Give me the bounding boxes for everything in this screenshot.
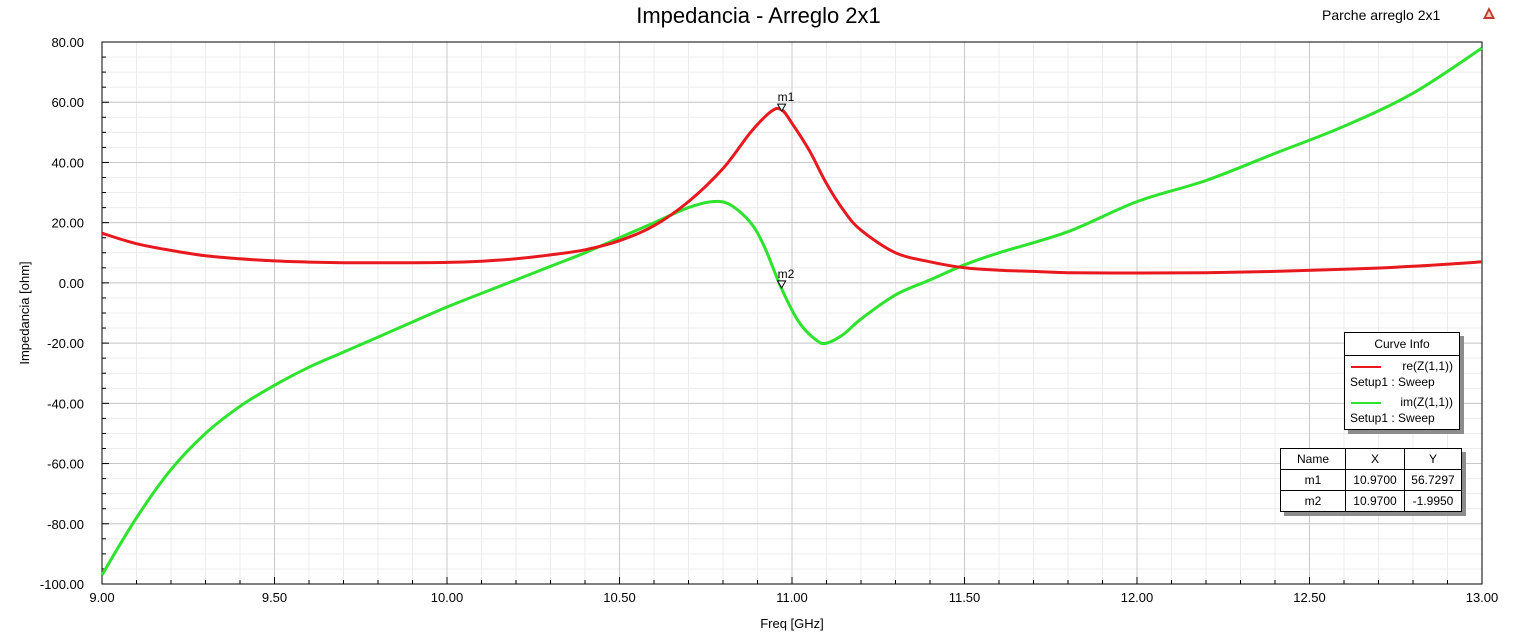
legend-series-setup: Setup1 : Sweep (1350, 375, 1435, 389)
hfss-logo-icon (1483, 7, 1495, 19)
marker-table-header: Y (1404, 448, 1462, 470)
marker-table-cell: 10.9700 (1345, 490, 1405, 512)
y-tick-label: -100.00 (40, 577, 84, 592)
x-tick-label: 10.50 (603, 590, 636, 605)
marker-table[interactable]: Name X Y m1 10.9700 56.7297 m2 10.9700 -… (1280, 448, 1462, 512)
marker-table-cell: -1.9950 (1404, 490, 1462, 512)
markers[interactable]: m1 m2 (776, 90, 795, 289)
marker-table-cell: 10.9700 (1345, 469, 1405, 491)
grid-lines (101, 41, 1483, 585)
legend-series-name: im(Z(1,1)) (1400, 395, 1453, 409)
y-tick-label: 80.00 (51, 35, 84, 50)
x-tick-label: 12.00 (1121, 590, 1154, 605)
marker-table-cell: 56.7297 (1404, 469, 1462, 491)
chart-title: Impedancia - Arreglo 2x1 (636, 3, 881, 28)
axes: 9.00 9.50 10.00 10.50 11.00 11.50 12.00 12.50 13… (40, 35, 1498, 605)
legend-series-name: re(Z(1,1)) (1402, 359, 1453, 373)
x-tick-label: 12.50 (1293, 590, 1326, 605)
x-tick-label: 13.00 (1466, 590, 1499, 605)
y-tick-label: 20.00 (51, 216, 84, 231)
legend-header: Curve Info (1345, 333, 1459, 356)
marker-m1-icon[interactable] (776, 103, 787, 113)
y-tick-label: 40.00 (51, 155, 84, 170)
x-tick-label: 11.50 (949, 590, 981, 605)
y-tick-label: -60.00 (47, 457, 84, 472)
y-tick-label: -20.00 (47, 336, 84, 351)
marker-table-row[interactable]: m1 10.9700 56.7297 (1280, 469, 1462, 491)
y-tick-label: 60.00 (51, 95, 84, 110)
x-tick-label: 10.00 (431, 590, 464, 605)
legend-swatch-re (1351, 366, 1381, 368)
legend-entry-re[interactable]: re(Z(1,1)) Setup1 : Sweep (1345, 356, 1459, 392)
series-line-im[interactable] (100, 46, 1483, 576)
marker-table-row[interactable]: m2 10.9700 -1.9950 (1280, 490, 1462, 512)
series-line-re[interactable] (101, 106, 1483, 275)
x-tick-label: 11.00 (776, 590, 808, 605)
project-label: Parche arreglo 2x1 (1322, 7, 1441, 23)
marker-m2-icon[interactable] (776, 280, 787, 289)
x-axis-label: Freq [GHz] (760, 616, 824, 631)
series-lines[interactable] (100, 46, 1483, 576)
marker-table-cell: m2 (1280, 490, 1346, 512)
marker-table-cell: m1 (1280, 469, 1346, 491)
y-axis-label: Impedancia [ohm] (17, 261, 32, 364)
y-tick-label: 0.00 (59, 276, 84, 291)
marker-label: m1 (778, 90, 795, 104)
y-tick-label: -40.00 (47, 396, 84, 411)
legend-series-setup: Setup1 : Sweep (1350, 411, 1435, 425)
x-tick-label: 9.00 (89, 590, 114, 605)
legend-swatch-im (1351, 402, 1381, 404)
marker-table-header: Name (1280, 448, 1346, 470)
y-tick-label: -80.00 (47, 517, 84, 532)
marker-label: m2 (778, 267, 795, 281)
curve-info-legend[interactable]: Curve Info re(Z(1,1)) Setup1 : Sweep im(… (1344, 332, 1460, 430)
marker-table-header: X (1345, 448, 1405, 470)
marker-table-header-row: Name X Y (1280, 448, 1462, 470)
legend-entry-im[interactable]: im(Z(1,1)) Setup1 : Sweep (1345, 392, 1459, 428)
x-tick-label: 9.50 (262, 590, 287, 605)
